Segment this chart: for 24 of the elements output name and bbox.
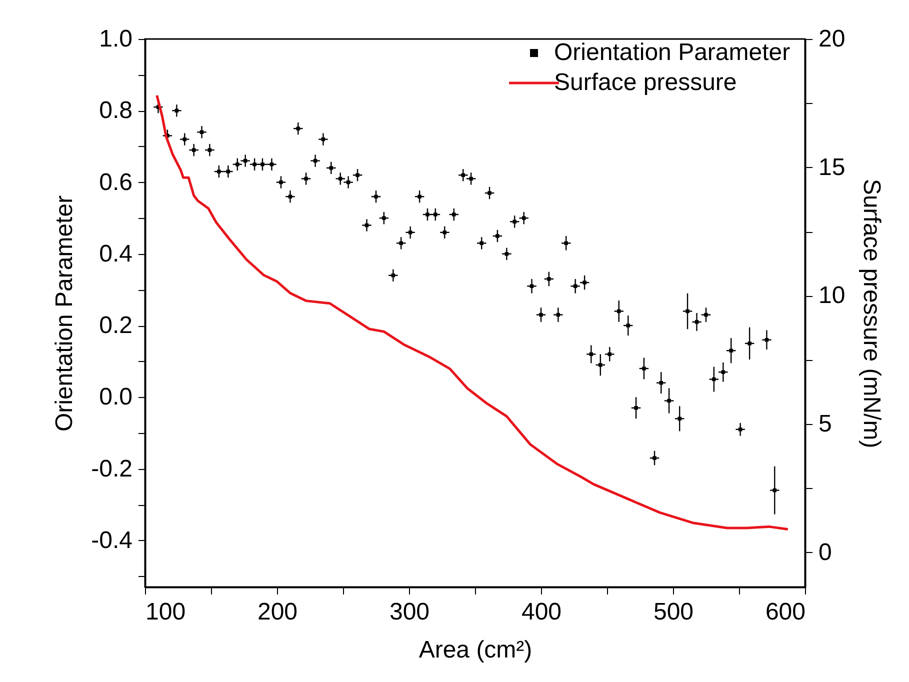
y2-tick-label: 20: [818, 26, 846, 52]
y2-tick-label: 15: [818, 154, 846, 181]
y-tick-label: 0.0: [99, 384, 132, 411]
x-tick-label: 100: [146, 598, 186, 626]
y2-tick-label: 5: [818, 410, 832, 438]
y-axis-title: Orientation Parameter: [51, 195, 78, 432]
y-tick-label: -0.4: [91, 526, 132, 554]
y2-tick-label: 0: [818, 538, 832, 566]
y-tick-label: -0.2: [91, 455, 132, 482]
x-tick-label: 300: [389, 598, 430, 626]
y-tick-label: 1.0: [99, 26, 132, 52]
y2-axis-title: Surface pressure (mN/m): [858, 178, 886, 448]
x-tick-label: 400: [521, 598, 562, 626]
y-tick-label: 0.8: [99, 97, 132, 124]
x-tick-label: 600: [765, 598, 806, 626]
y-tick-label: 0.6: [99, 168, 132, 196]
x-axis-title: Area (cm²): [418, 636, 532, 664]
x-tick-label: 500: [653, 598, 694, 626]
x-tick-label: 200: [257, 598, 298, 626]
legend-label: Orientation Parameter: [554, 39, 790, 66]
legend-label: Surface pressure: [554, 69, 737, 96]
y2-tick-label: 10: [818, 282, 846, 310]
y-tick-label: 0.4: [99, 240, 132, 268]
y-tick-label: 0.2: [99, 312, 132, 340]
